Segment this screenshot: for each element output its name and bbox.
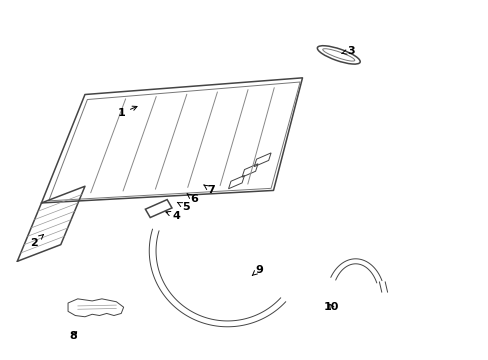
Text: 3: 3 xyxy=(341,46,354,56)
Text: 6: 6 xyxy=(186,194,197,204)
Text: 2: 2 xyxy=(30,235,43,248)
Text: 7: 7 xyxy=(203,185,214,195)
Text: 1: 1 xyxy=(117,106,137,118)
Text: 5: 5 xyxy=(177,202,190,212)
Text: 9: 9 xyxy=(252,265,263,275)
Text: 8: 8 xyxy=(69,331,77,341)
Text: 10: 10 xyxy=(323,302,339,312)
Text: 4: 4 xyxy=(165,211,181,221)
